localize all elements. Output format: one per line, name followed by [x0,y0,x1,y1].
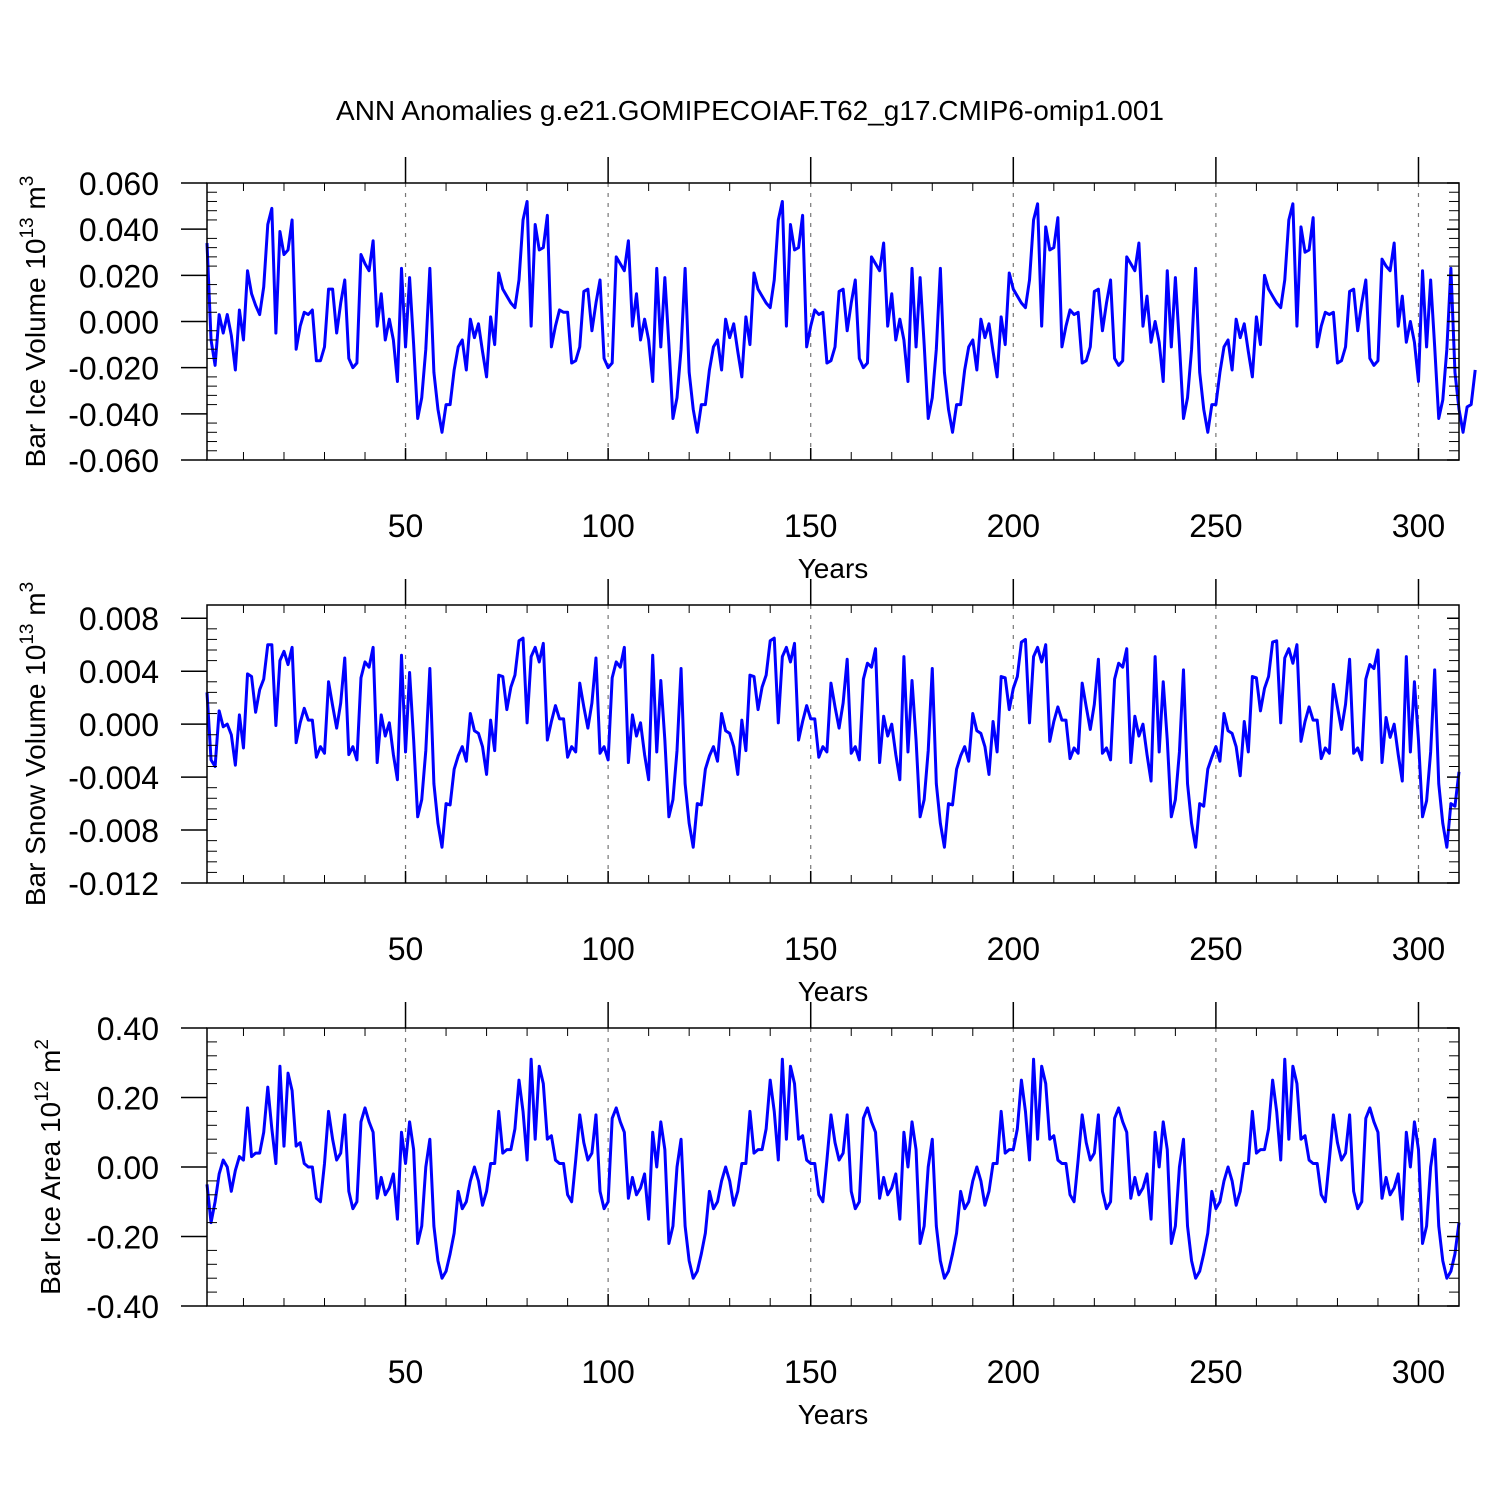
y-tick-label: 0.000 [79,707,159,743]
chart-panel-2: 0.008 0.004 0.000 -0.004 -0.008 -0.012 50 100 15… [17,579,1461,1007]
x-tick-label: 150 [784,508,837,544]
y-tick-label: -0.012 [68,866,159,902]
series-line [205,1057,1461,1280]
y-tick-label: -0.40 [86,1289,159,1325]
page-title: ANN Anomalies g.e21.GOMIPECOIAF.T62_g17.… [336,95,1164,126]
y-tick-label: -0.020 [68,351,159,387]
x-tick-label: 200 [987,508,1040,544]
x-tick-label: 100 [581,931,634,967]
y-axis-title: Bar Ice Area 1012 m2 [32,1039,66,1295]
y-tick-label: 0.004 [79,654,159,690]
panels: 0.060 0.040 0.020 0.000 -0.020 -0.040 -0.060 50… [17,157,1477,1430]
x-tick-label: 250 [1189,931,1242,967]
y-tick-label: 0.40 [97,1011,159,1047]
y-tick-label: -0.008 [68,813,159,849]
y-tick-label: 0.20 [97,1081,159,1117]
y-tick-label: -0.060 [68,443,159,479]
series-line [205,199,1477,434]
y-tick-label: 0.040 [79,212,159,248]
x-tick-label: 250 [1189,1354,1242,1390]
x-tick-label: 300 [1392,1354,1445,1390]
x-tick-label: 50 [388,1354,424,1390]
x-tick-label: 150 [784,931,837,967]
series-line [205,636,1461,849]
y-tick-label: 0.000 [79,305,159,341]
y-tick-label: -0.040 [68,397,159,433]
x-tick-label: 50 [388,931,424,967]
y-axis-title: Bar Snow Volume 1013 m3 [17,582,51,906]
plot-frame [206,604,1460,884]
x-tick-label: 300 [1392,931,1445,967]
x-tick-label: 200 [987,931,1040,967]
y-tick-label: 0.008 [79,601,159,637]
x-tick-label: 250 [1189,508,1242,544]
y-tick-label: 0.020 [79,258,159,294]
chart-panel-3: 0.40 0.20 0.00 -0.20 -0.40 50 100 150 200 250 300 Y… [32,1002,1461,1430]
x-tick-label: 150 [784,1354,837,1390]
y-axis-title: Bar Ice Volume 1013 m3 [17,176,51,468]
y-tick-label: -0.20 [86,1220,159,1256]
y-tick-label: 0.060 [79,166,159,202]
chart-panel-1: 0.060 0.040 0.020 0.000 -0.020 -0.040 -0.060 50… [17,157,1477,584]
y-tick-label: -0.004 [68,760,159,796]
x-tick-label: 300 [1392,508,1445,544]
x-axis-title: Years [798,553,869,584]
x-tick-label: 100 [581,508,634,544]
x-tick-label: 200 [987,1354,1040,1390]
x-axis-title: Years [798,1399,869,1430]
y-tick-label: 0.00 [97,1150,159,1186]
x-axis-title: Years [798,976,869,1007]
x-tick-label: 100 [581,1354,634,1390]
x-tick-label: 50 [388,508,424,544]
